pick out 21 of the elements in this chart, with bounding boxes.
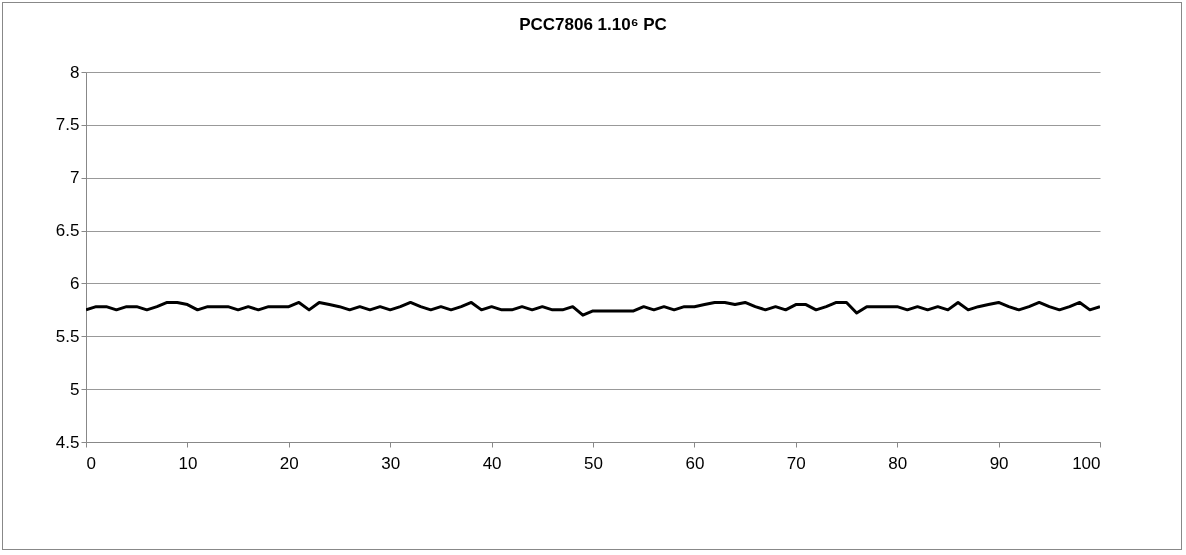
x-tick-label: 90 (989, 453, 1009, 473)
y-tick-label: 7.5 (55, 115, 80, 135)
x-tick-label: 70 (786, 453, 806, 473)
y-tick-label: 7 (70, 168, 80, 188)
x-tick-label: 50 (584, 453, 603, 473)
line-series (86, 300, 1100, 317)
x-tick-label: 80 (888, 453, 908, 473)
y-tick-label: 6.5 (55, 221, 80, 241)
x-tick-label: 20 (279, 453, 299, 473)
x-tick-label: 10 (178, 453, 198, 473)
x-tick-label: 60 (685, 453, 705, 473)
x-tick-label: 40 (482, 453, 502, 473)
x-tick-label: 0 (86, 453, 96, 473)
y-tick-label: 4.5 (55, 432, 80, 452)
x-tick-label: 30 (381, 453, 401, 473)
chart-title: PCC7806 1.10⁶ PC (519, 15, 667, 34)
y-tick-label: 6 (70, 273, 80, 293)
x-tick-label: 100 (1072, 453, 1101, 473)
y-tick-label: 5.5 (55, 326, 80, 346)
y-tick-label: 8 (70, 62, 80, 82)
y-tick-label: 5 (70, 379, 80, 399)
